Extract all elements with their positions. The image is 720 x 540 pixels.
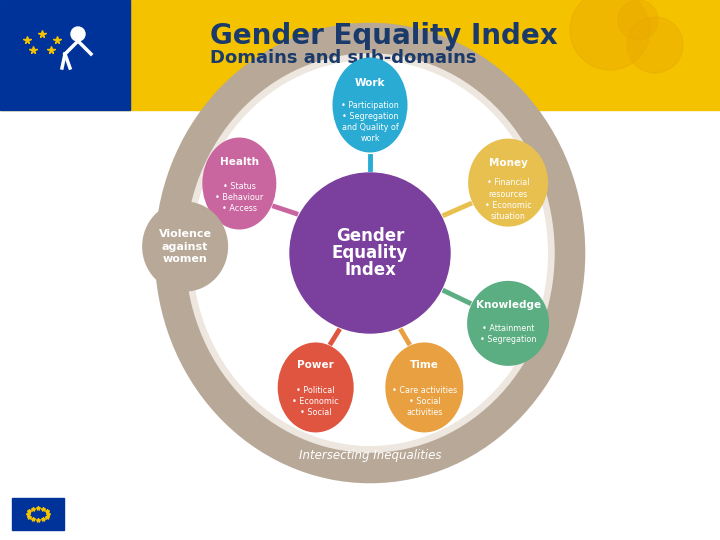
Ellipse shape — [333, 57, 408, 152]
Text: Work: Work — [355, 78, 385, 88]
Text: • Financial
resources
• Economic
situation: • Financial resources • Economic situati… — [485, 179, 531, 221]
Ellipse shape — [468, 139, 548, 227]
Text: Knowledge: Knowledge — [475, 300, 541, 310]
Ellipse shape — [142, 201, 228, 292]
Text: Violence
against
women: Violence against women — [158, 229, 212, 264]
Circle shape — [627, 17, 683, 73]
Text: Time: Time — [410, 360, 438, 370]
Bar — [0, 0, 720, 110]
Text: Gender Equality Index: Gender Equality Index — [210, 22, 557, 50]
Circle shape — [618, 0, 658, 40]
Circle shape — [71, 27, 85, 41]
Text: • Care activities
• Social
activities: • Care activities • Social activities — [392, 386, 457, 417]
Text: Intersecting Inequalities: Intersecting Inequalities — [299, 449, 441, 462]
Text: • Attainment
• Segregation: • Attainment • Segregation — [480, 325, 536, 345]
Ellipse shape — [385, 342, 463, 433]
Ellipse shape — [202, 138, 276, 230]
Text: Index: Index — [344, 261, 396, 279]
Ellipse shape — [192, 60, 548, 446]
Text: Money: Money — [489, 158, 528, 167]
Bar — [12, 498, 64, 530]
Text: • Political
• Economic
• Social: • Political • Economic • Social — [292, 386, 339, 417]
Text: • Participation
• Segregation
and Quality of
work: • Participation • Segregation and Qualit… — [341, 101, 399, 143]
Text: Power: Power — [297, 360, 334, 370]
Text: Domains and sub-domains: Domains and sub-domains — [210, 49, 477, 67]
Bar — [0, 0, 130, 110]
Circle shape — [290, 173, 450, 333]
Ellipse shape — [467, 281, 549, 366]
Circle shape — [570, 0, 650, 70]
Text: • Status
• Behaviour
• Access: • Status • Behaviour • Access — [215, 182, 264, 213]
Ellipse shape — [278, 342, 354, 433]
Ellipse shape — [170, 38, 570, 468]
Text: Equality: Equality — [332, 244, 408, 262]
Text: Gender: Gender — [336, 227, 404, 245]
Text: Health: Health — [220, 157, 258, 166]
